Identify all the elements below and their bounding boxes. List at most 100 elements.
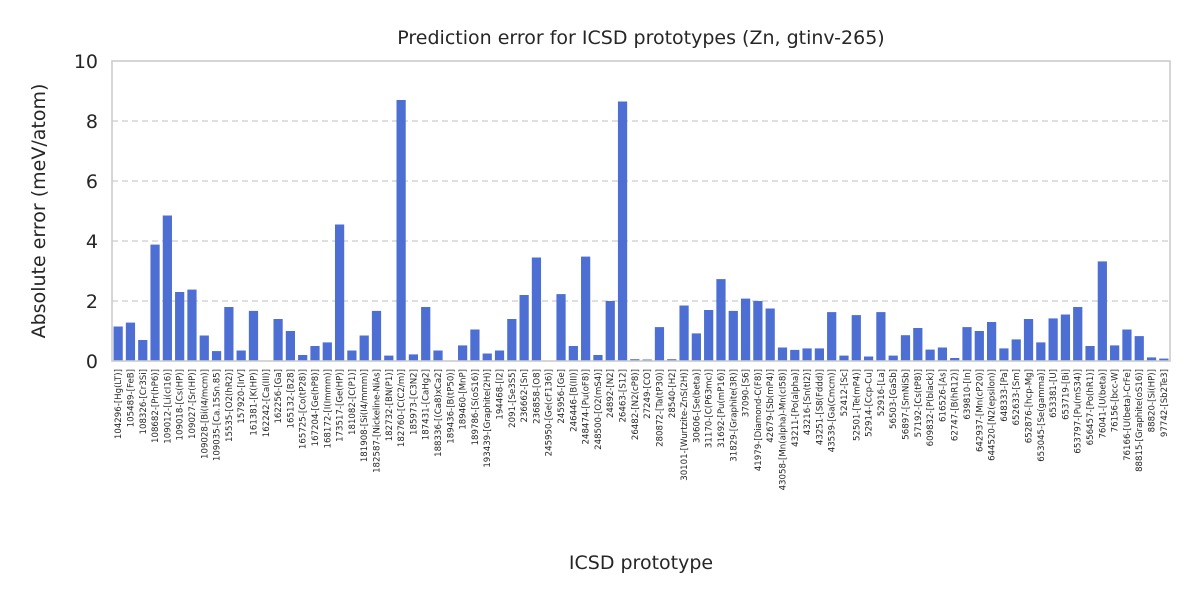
bar bbox=[667, 359, 677, 361]
bar bbox=[1060, 314, 1071, 361]
bar bbox=[900, 335, 911, 361]
x-tick-label: 43211-[Po(alpha)] bbox=[791, 369, 801, 447]
bar bbox=[482, 353, 492, 361]
x-tick-label: 108326-[Cr3Si] bbox=[139, 369, 149, 434]
bar bbox=[691, 333, 701, 361]
x-tick-label: 56503-[GaSb] bbox=[889, 369, 899, 429]
x-tick-label: 648333-[Pa] bbox=[1000, 369, 1010, 422]
bar bbox=[285, 331, 295, 361]
bar bbox=[421, 307, 431, 361]
bar bbox=[1023, 319, 1034, 361]
bar bbox=[704, 310, 714, 361]
x-tick-label: 109018-[Cs(HP)] bbox=[176, 369, 186, 440]
x-tick-label: 62747-[B(hR12)] bbox=[951, 369, 961, 441]
x-tick-label: 182587-[Nickeline-NiAs] bbox=[373, 369, 383, 473]
x-tick-label: 653797-[Pu(mS34)] bbox=[1074, 369, 1084, 454]
x-tick-label: 26463-[S12] bbox=[619, 369, 629, 423]
x-tick-label: 52914-[Ccp-Cu] bbox=[865, 369, 875, 437]
x-tick-label: 167204-[Ge(hP8)] bbox=[311, 369, 321, 446]
x-tick-label: 52501-[Te(mP4)] bbox=[852, 369, 862, 441]
x-tick-label: 653381-[U] bbox=[1049, 369, 1059, 418]
bar bbox=[851, 315, 861, 361]
x-tick-label: 165132-[B28] bbox=[286, 369, 296, 428]
bar bbox=[298, 355, 308, 361]
bar bbox=[999, 348, 1009, 361]
bar bbox=[138, 340, 148, 361]
bar bbox=[519, 295, 529, 361]
x-tick-label: 31829-[Graphite(3R)] bbox=[729, 369, 739, 462]
bar bbox=[125, 322, 136, 361]
x-tick-label: 52916-[La] bbox=[877, 369, 887, 416]
x-tick-label: 42679-[Sb(mP4)] bbox=[766, 369, 776, 443]
x-tick-label: 41979-[Diamond-C(F8)] bbox=[754, 369, 764, 471]
x-tick-label: 43251-[S8(Fddd)] bbox=[815, 369, 825, 445]
x-tick-label: 616526-[As] bbox=[938, 369, 948, 422]
bar bbox=[1048, 318, 1058, 361]
bar bbox=[310, 346, 320, 361]
x-tick-label: 2091-[Se3S5] bbox=[508, 369, 518, 428]
plot-frame bbox=[111, 60, 1171, 362]
x-tick-label: 653719-[Bi] bbox=[1061, 369, 1071, 420]
x-tick-label: 181908-[Si(I4/mmm)] bbox=[360, 369, 370, 462]
bar bbox=[531, 257, 542, 361]
x-tick-label: 248500-[O2(mS4)] bbox=[594, 369, 604, 450]
chart-title: Prediction error for ICSD prototypes (Zn… bbox=[397, 27, 884, 49]
x-tick-label: 88815-[Graphite(oS16)] bbox=[1135, 369, 1145, 472]
bar bbox=[765, 308, 775, 361]
x-tick-label: 28540-[H2] bbox=[668, 369, 678, 418]
bar bbox=[1097, 261, 1107, 361]
bar bbox=[679, 305, 689, 361]
x-tick-label: 162256-[Ga] bbox=[274, 369, 284, 424]
x-axis-ticks: 104296-[Hg(LT)] 105489-[FeB] 108326-[Cr3Si… bbox=[114, 369, 1170, 490]
bars bbox=[113, 100, 1169, 361]
bar bbox=[827, 312, 837, 361]
x-tick-label: 185973-[C3N2] bbox=[409, 369, 419, 435]
x-tick-label: 644520-[N2(epsilon)] bbox=[988, 369, 998, 461]
bar bbox=[925, 349, 935, 361]
bar bbox=[162, 215, 172, 361]
x-tick-label: 609832-[P(black)] bbox=[926, 369, 936, 446]
x-tick-label: 56897-[SmNiSb] bbox=[902, 369, 912, 440]
x-tick-label: 43216-[Sn(tI2)] bbox=[803, 369, 813, 435]
x-tick-label: 31692-[Pu(mP16)] bbox=[717, 369, 727, 448]
bar bbox=[753, 301, 763, 361]
bar bbox=[175, 292, 185, 361]
bar bbox=[913, 328, 923, 361]
bar bbox=[790, 349, 800, 361]
x-tick-label: 104296-[Hg(LT)] bbox=[114, 369, 124, 439]
x-tick-label: 109028-[Bi(I4/mcm)] bbox=[200, 369, 210, 459]
bar bbox=[839, 355, 849, 361]
x-tick-label: 193439-[Graphite(2H)] bbox=[483, 369, 493, 468]
x-tick-label: 43058-[Mn(alpha)-Mn(cI58)] bbox=[778, 369, 788, 490]
y-tick-label: 2 bbox=[86, 291, 98, 313]
x-tick-label: 165725-[Co(tP28)] bbox=[299, 369, 309, 449]
x-tick-label: 656457-[Po(hR1)] bbox=[1086, 369, 1096, 445]
bar bbox=[408, 354, 419, 361]
bar bbox=[199, 335, 209, 361]
bar bbox=[334, 224, 345, 361]
bar bbox=[654, 327, 665, 361]
x-tick-label: 52412-[Sc] bbox=[840, 369, 850, 416]
bar bbox=[470, 329, 480, 361]
x-tick-label: 162242-[Ca(III)] bbox=[262, 369, 272, 437]
x-tick-label: 246446-[B(III)] bbox=[569, 369, 579, 432]
bar bbox=[777, 347, 788, 361]
x-tick-label: 173517-[Ge(HP)] bbox=[336, 369, 346, 442]
x-tick-label: 161381-[K(HP)] bbox=[249, 369, 259, 436]
x-tick-label: 182732-[BN(P1)] bbox=[385, 369, 395, 441]
bar bbox=[1036, 342, 1046, 361]
x-tick-label: 108682-[Pr(hP6)] bbox=[151, 369, 161, 443]
bar bbox=[617, 101, 628, 361]
x-tick-label: 76041-[U(beta)] bbox=[1098, 369, 1108, 439]
bar bbox=[1110, 345, 1120, 361]
y-axis-ticks: 0 2 4 6 8 10 bbox=[74, 51, 98, 373]
x-tick-label: 652876-[hcp-Mg] bbox=[1025, 369, 1035, 443]
x-tick-label: 43539-[Ga(Cmcm)] bbox=[828, 369, 838, 452]
x-tick-label: 37090-[S6] bbox=[742, 369, 752, 417]
bar bbox=[1122, 329, 1132, 361]
x-tick-label: 639810-[In] bbox=[963, 369, 973, 420]
bar bbox=[384, 355, 394, 361]
x-tick-label: 109012-[Li(cI16)] bbox=[163, 369, 173, 444]
x-tick-label: 105489-[FeB] bbox=[126, 369, 136, 427]
